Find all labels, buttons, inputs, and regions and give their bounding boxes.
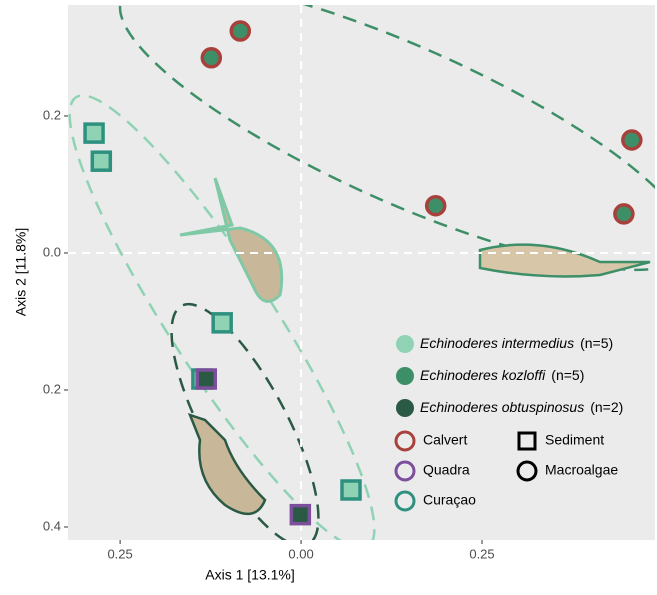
legend-swatch bbox=[396, 335, 414, 353]
y-tick-label: 0.2 bbox=[43, 107, 61, 122]
point bbox=[424, 194, 447, 217]
ellipse bbox=[68, 94, 376, 540]
legend-label: Sediment bbox=[545, 432, 604, 448]
legend-label: Echinoderes intermedius (n=5) bbox=[420, 335, 613, 351]
point bbox=[83, 122, 105, 144]
species-count: (n=2) bbox=[590, 399, 623, 415]
x-tick-label: 0.00 bbox=[288, 546, 313, 561]
point bbox=[621, 129, 643, 151]
x-tick-label: 0.25 bbox=[107, 546, 132, 561]
species-name: Echinoderes kozloffi bbox=[420, 367, 546, 383]
point bbox=[613, 203, 635, 225]
point bbox=[90, 150, 113, 172]
legend-label: Macroalgae bbox=[545, 462, 618, 478]
y-tick-label: 0.2 bbox=[43, 381, 61, 396]
y-tick-label: 0.4 bbox=[43, 518, 61, 533]
x-axis-label: Axis 1 [13.1%] bbox=[205, 567, 295, 583]
species-count: (n=5) bbox=[580, 335, 613, 351]
legend-label: Calvert bbox=[423, 432, 467, 448]
species-count: (n=5) bbox=[551, 367, 584, 383]
legend-swatch bbox=[516, 460, 538, 482]
legend-swatch bbox=[394, 490, 416, 512]
legend-label: Quadra bbox=[423, 462, 470, 478]
point bbox=[289, 503, 312, 526]
y-axis-label: Axis 2 [11.8%] bbox=[13, 228, 29, 316]
species-name: Echinoderes intermedius bbox=[420, 335, 574, 351]
x-tick-label: 0.25 bbox=[469, 546, 494, 561]
legend-label: Echinoderes obtuspinosus (n=2) bbox=[420, 399, 623, 415]
species-name: Echinoderes obtuspinosus bbox=[420, 399, 584, 415]
legend-swatch bbox=[394, 430, 416, 452]
legend-swatch bbox=[517, 431, 537, 451]
legend-swatch bbox=[396, 367, 414, 385]
point bbox=[340, 479, 362, 501]
point bbox=[195, 368, 217, 390]
legend-swatch bbox=[394, 460, 416, 482]
specimen-images bbox=[179, 177, 651, 515]
point bbox=[200, 46, 223, 69]
legend-label: Echinoderes kozloffi (n=5) bbox=[420, 367, 584, 383]
legend-swatch bbox=[396, 399, 414, 417]
ellipse bbox=[118, 5, 655, 272]
legend-label: Curaçao bbox=[423, 492, 476, 508]
y-tick-label: 0.0 bbox=[43, 244, 61, 259]
point bbox=[229, 20, 252, 42]
point bbox=[211, 312, 233, 334]
